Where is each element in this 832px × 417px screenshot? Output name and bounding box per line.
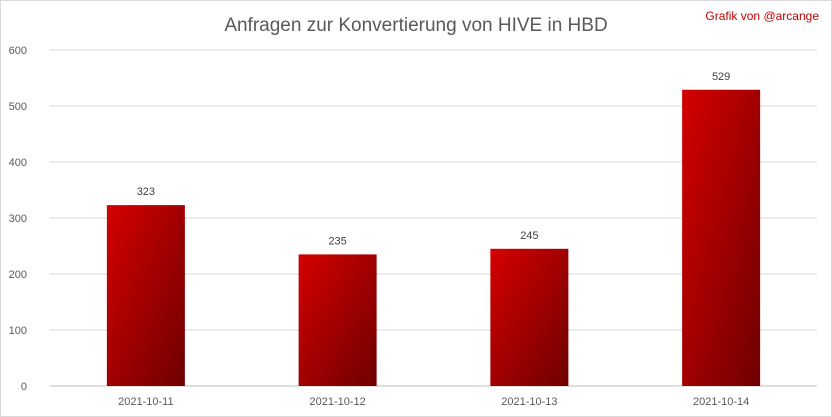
data-label: 323 [137,186,155,198]
y-tick-label: 200 [9,269,27,281]
bar [490,248,569,386]
x-tick-label: 2021-10-13 [501,396,557,408]
data-label: 235 [328,235,346,247]
y-tick-label: 100 [9,325,27,337]
y-tick-label: 0 [21,381,27,393]
bar [682,89,761,386]
data-label: 245 [520,230,538,242]
bar [298,254,377,386]
x-tick-label: 2021-10-11 [118,396,173,408]
y-tick-label: 400 [9,157,27,169]
bars [106,89,761,386]
x-tick-label: 2021-10-12 [309,396,365,408]
chart-credit: Grafik von @arcange [705,9,819,23]
data-label: 529 [712,71,730,83]
chart-title: Anfragen zur Konvertierung von HIVE in H… [224,15,608,36]
labels: 0 100 200 300 400 500 600 323 2021-10-11 235 2021-… [9,45,750,408]
y-tick-label: 500 [9,101,27,113]
y-tick-label: 300 [9,213,27,225]
y-tick-label: 600 [9,45,27,57]
bar [106,205,185,386]
x-tick-label: 2021-10-14 [693,396,749,408]
